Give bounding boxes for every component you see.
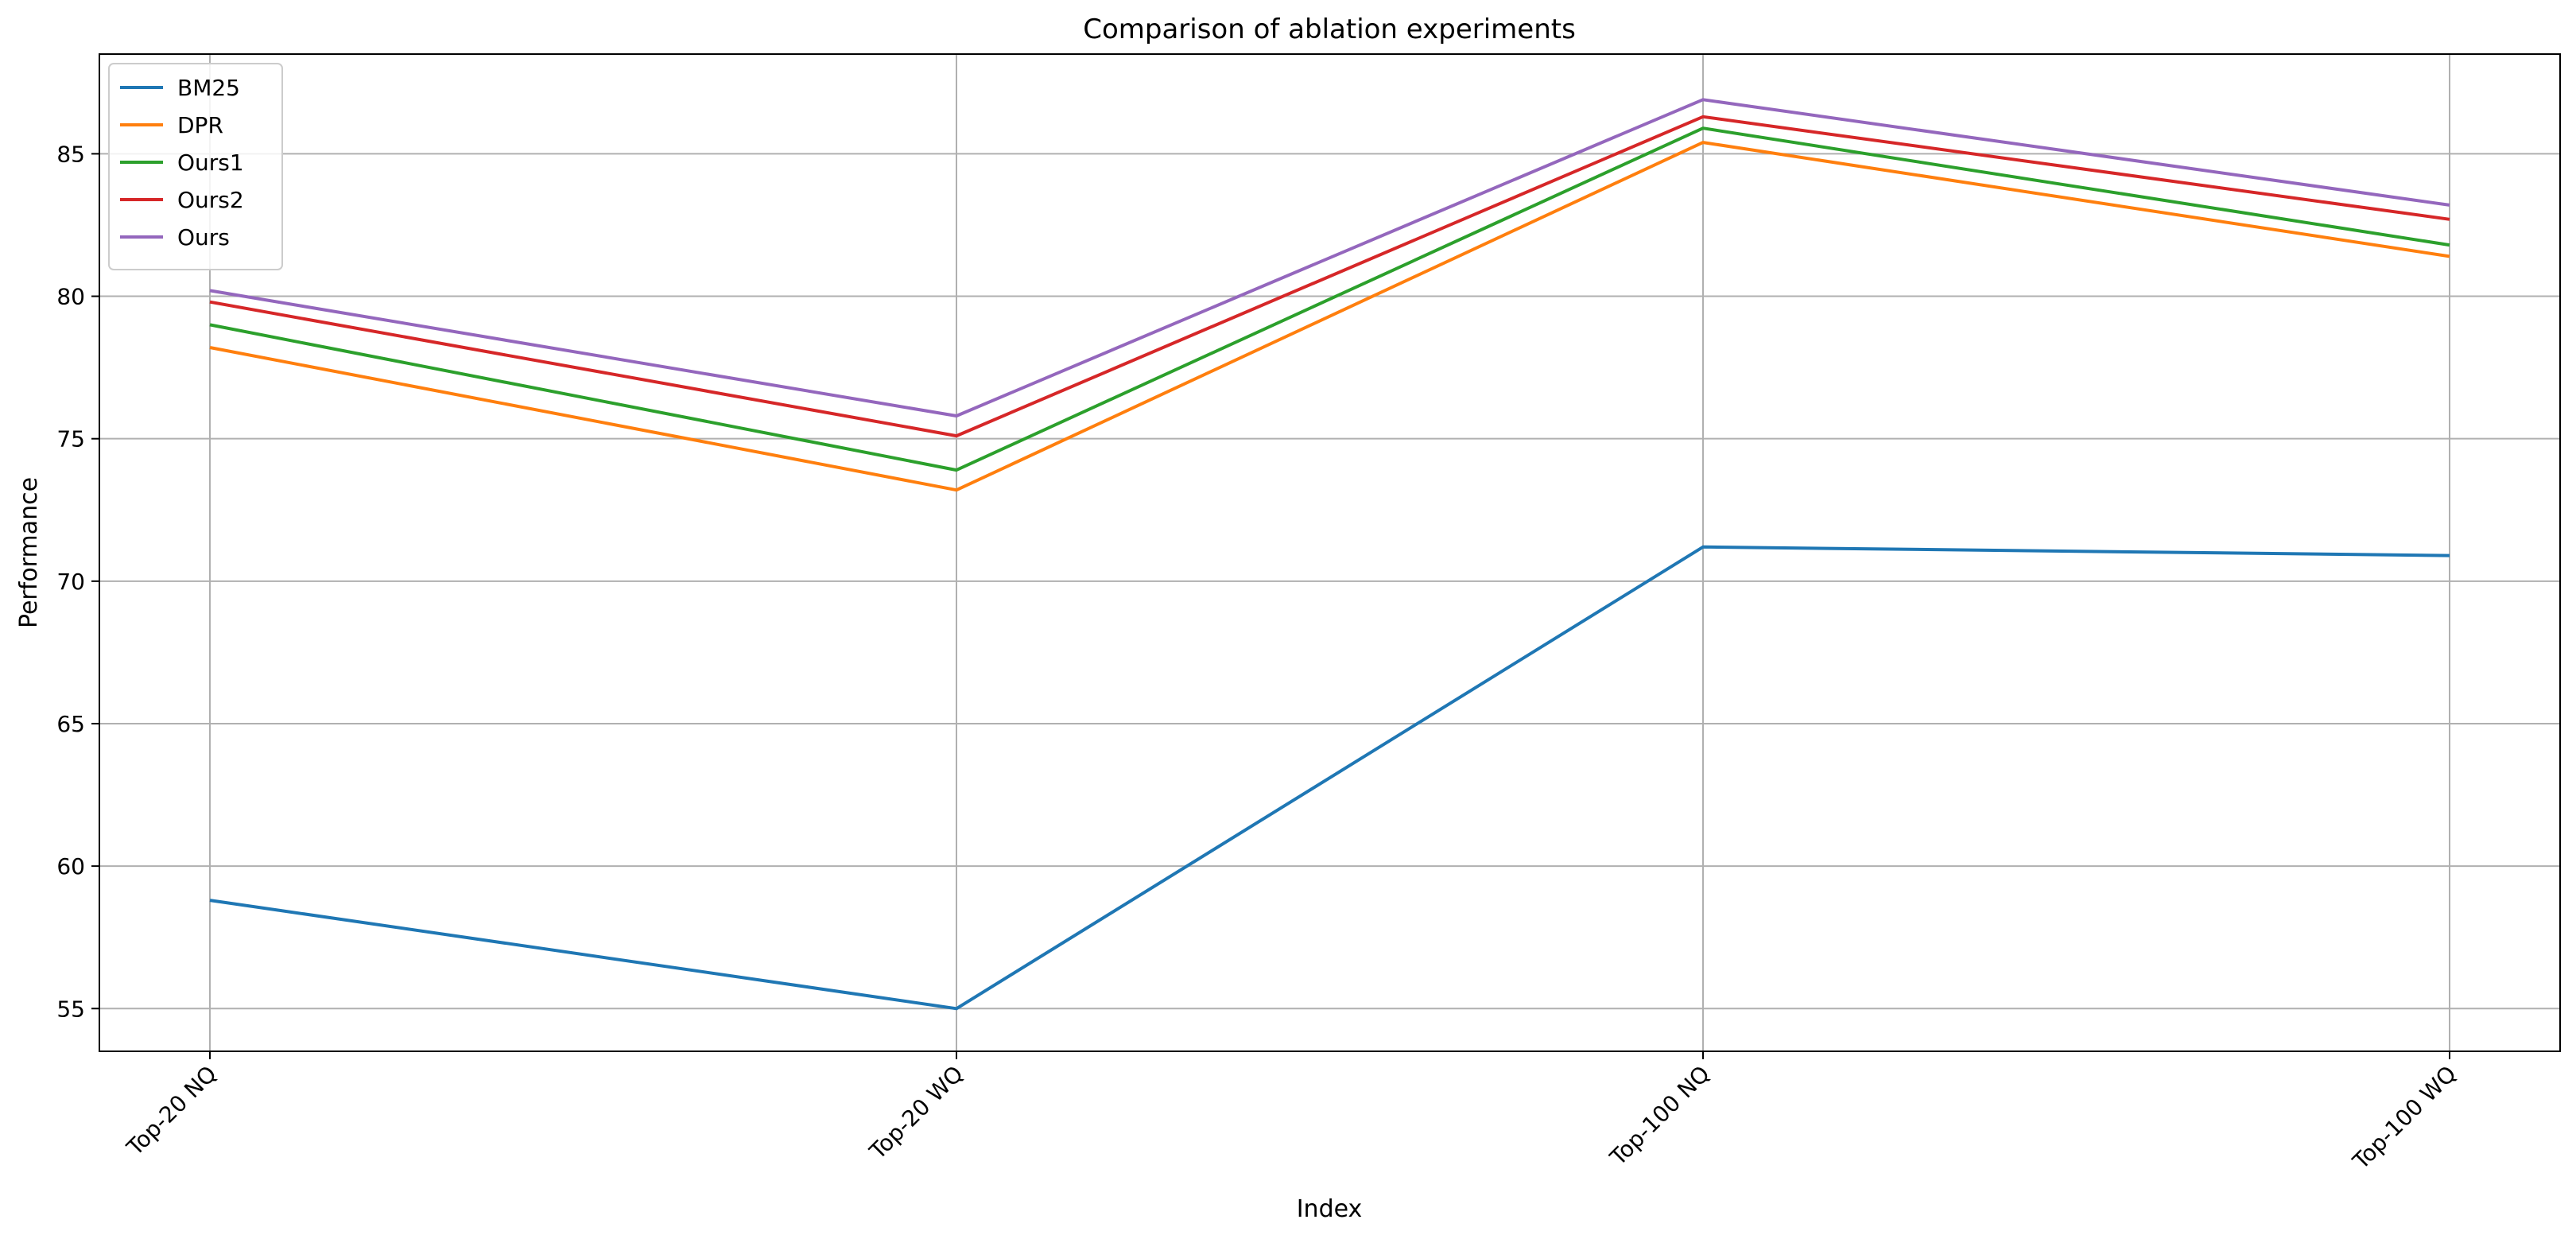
legend-label: Ours1 xyxy=(177,150,244,176)
legend-label: Ours2 xyxy=(177,187,244,213)
y-tick-label: 60 xyxy=(56,853,85,880)
legend-label: DPR xyxy=(177,112,223,138)
y-tick-label: 75 xyxy=(56,426,85,452)
y-tick-label: 55 xyxy=(56,996,85,1022)
series-lines xyxy=(209,98,2450,1011)
y-tick-label: 80 xyxy=(56,284,85,310)
legend-box xyxy=(108,63,283,270)
legend: BM25 DPR Ours1 Ours2 Ours xyxy=(108,63,283,270)
legend-label: Ours xyxy=(177,224,230,250)
grid xyxy=(99,54,2560,1051)
y-tick-label: 70 xyxy=(56,569,85,595)
plot-frame xyxy=(99,53,2561,1052)
y-axis-label: Performance xyxy=(15,477,43,628)
y-tick-label: 85 xyxy=(56,141,85,167)
series-line-bm25 xyxy=(209,545,2450,1011)
x-axis-label: Index xyxy=(1297,1195,1363,1223)
series-line-ours2 xyxy=(209,115,2450,438)
series-line-ours1 xyxy=(209,126,2450,472)
chart-title: Comparison of ablation experiments xyxy=(1083,14,1576,45)
y-tick-label: 65 xyxy=(56,711,85,737)
y-axis-ticks: 55 60 65 70 75 80 85 xyxy=(56,141,99,1022)
legend-label: BM25 xyxy=(177,75,240,101)
series-line-dpr xyxy=(209,141,2450,492)
series-line-ours xyxy=(209,98,2450,417)
